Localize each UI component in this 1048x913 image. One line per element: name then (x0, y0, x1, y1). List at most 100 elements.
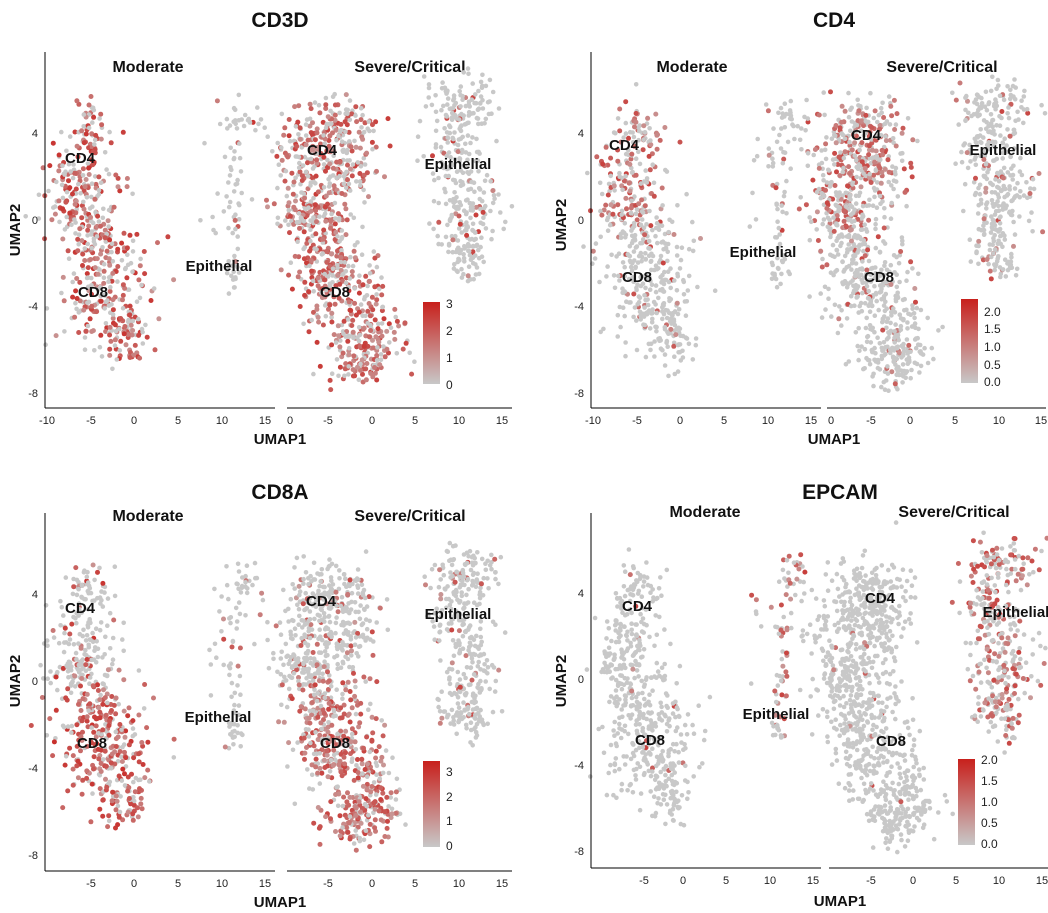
cell-point (674, 253, 680, 258)
cell-point (885, 157, 891, 163)
cell-point (839, 119, 845, 125)
cell-point (75, 236, 81, 242)
cell-point (623, 99, 629, 105)
cell-point (844, 234, 850, 239)
cell-point (387, 143, 393, 149)
cell-point (325, 626, 331, 631)
cell-point (347, 139, 352, 144)
cell-point (358, 183, 363, 188)
cell-point (590, 248, 596, 254)
cell-point (227, 616, 232, 621)
cell-point (620, 290, 625, 296)
cell-point (1012, 195, 1017, 201)
cell-point (873, 148, 879, 154)
cell-point (141, 706, 147, 711)
cell-point (236, 600, 242, 605)
cell-point (660, 278, 665, 283)
cell-point (974, 249, 979, 254)
cell-point (1000, 207, 1006, 212)
cell-point (861, 171, 866, 176)
cell-point (899, 158, 905, 164)
cell-point (333, 630, 338, 636)
cell-point (226, 225, 231, 231)
cell-point (1015, 180, 1020, 186)
cell-point (101, 757, 106, 762)
cell-point (889, 313, 894, 318)
cell-point (246, 116, 252, 122)
cell-point (615, 158, 621, 164)
cell-point (827, 180, 833, 186)
cell-point (335, 661, 341, 667)
colorbar-tick-label: 2.0 (984, 305, 1001, 319)
cell-point (113, 744, 119, 749)
cell-point (297, 269, 303, 275)
cell-point (888, 103, 894, 109)
cell-point (642, 322, 648, 328)
cell-point (601, 326, 606, 332)
cell-point (124, 245, 130, 251)
cell-point (900, 241, 905, 247)
cell-point (343, 280, 349, 286)
cell-point (336, 295, 342, 301)
cell-point (301, 246, 306, 252)
cell-point (848, 303, 854, 309)
cell-point (612, 285, 618, 291)
cell-point (750, 190, 755, 196)
cell-point (237, 645, 243, 651)
cell-point (68, 169, 73, 174)
cell-point (840, 259, 845, 265)
cell-point (654, 146, 660, 152)
cell-point (363, 377, 369, 383)
cell-point (283, 641, 289, 647)
cell-point (346, 288, 352, 294)
cell-point (71, 576, 76, 582)
cell-point (916, 271, 921, 277)
cell-point (776, 110, 781, 116)
points-moderate (23, 92, 268, 372)
cell-point (101, 681, 106, 687)
cell-point (888, 216, 894, 221)
cell-point (327, 161, 333, 167)
cell-point (233, 226, 238, 232)
cell-point (627, 161, 633, 167)
cell-point (347, 583, 352, 589)
cell-point (126, 287, 132, 293)
cell-point (76, 669, 82, 675)
cell-point (90, 683, 96, 689)
cell-point (289, 170, 295, 176)
cell-point (860, 290, 865, 296)
cell-point (234, 126, 240, 131)
cell-point (345, 591, 351, 597)
cell-point (318, 650, 324, 655)
cell-point (311, 215, 316, 220)
cell-point (599, 212, 605, 218)
cell-point (1022, 88, 1027, 94)
cell-point (236, 586, 241, 592)
cell-point (336, 218, 342, 223)
x-tick-label: 5 (721, 415, 727, 427)
cell-point (281, 132, 287, 138)
cell-point (48, 669, 53, 674)
cell-point (73, 650, 79, 656)
cell-point (279, 157, 285, 163)
cell-point (675, 342, 681, 348)
cell-point (432, 177, 437, 183)
cell-point (292, 586, 298, 591)
cell-point (281, 587, 286, 593)
panel-title: CD4 (813, 9, 855, 32)
cell-point (461, 255, 467, 261)
cell-point (909, 367, 914, 373)
cell-point (346, 263, 351, 269)
cell-point (336, 642, 341, 648)
cell-point (343, 206, 349, 212)
cell-point (301, 219, 307, 224)
cell-point (342, 373, 347, 379)
cell-point (839, 323, 844, 328)
cell-point (356, 377, 362, 383)
cell-point (643, 285, 648, 291)
cell-point (74, 722, 80, 728)
cell-point (343, 361, 349, 367)
cell-point (450, 135, 456, 141)
cell-point (87, 316, 93, 322)
cell-point (1012, 130, 1018, 136)
